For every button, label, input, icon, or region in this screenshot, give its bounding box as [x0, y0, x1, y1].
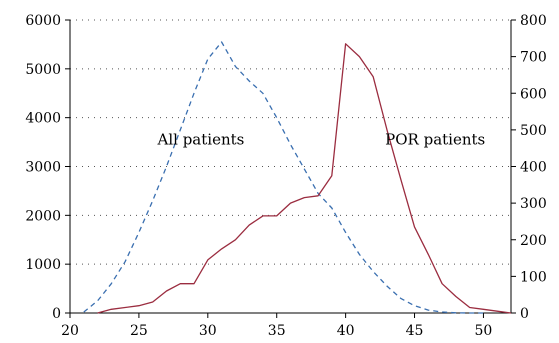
left-tick-label: 1000 [25, 257, 61, 273]
all-patients-label: All patients [157, 131, 245, 149]
x-tick-label: 35 [268, 323, 286, 339]
series-labels: All patients POR patients [157, 131, 486, 149]
left-tick-label: 5000 [25, 62, 61, 78]
axes: 0 1000 2000 3000 4000 5000 6000 0 100 200 300 400 50… [25, 13, 546, 339]
left-tick-label: 0 [52, 306, 61, 322]
x-tick-label: 45 [406, 323, 424, 339]
all-patients-line [84, 42, 484, 313]
x-tick-label: 25 [130, 323, 148, 339]
por-patients-label: POR patients [385, 131, 485, 149]
right-tick-label: 600 [520, 86, 547, 102]
left-tick-label: 3000 [25, 160, 61, 176]
left-tick-label: 6000 [25, 13, 61, 29]
left-tick-label: 4000 [25, 111, 61, 127]
right-tick-label: 800 [520, 13, 547, 29]
right-tick-label: 700 [520, 50, 547, 66]
right-tick-label: 200 [520, 233, 547, 249]
left-tick-label: 2000 [25, 208, 61, 224]
x-tick-label: 50 [475, 323, 493, 339]
right-tick-label: 300 [520, 196, 547, 212]
x-tick-label: 20 [61, 323, 79, 339]
x-tick-label: 40 [337, 323, 355, 339]
right-tick-label: 500 [520, 123, 547, 139]
right-tick-label: 100 [520, 269, 547, 285]
right-tick-label: 0 [520, 306, 529, 322]
series-lines [84, 42, 511, 313]
x-tick-label: 30 [199, 323, 217, 339]
por-patients-line [98, 44, 511, 313]
right-tick-label: 400 [520, 160, 547, 176]
